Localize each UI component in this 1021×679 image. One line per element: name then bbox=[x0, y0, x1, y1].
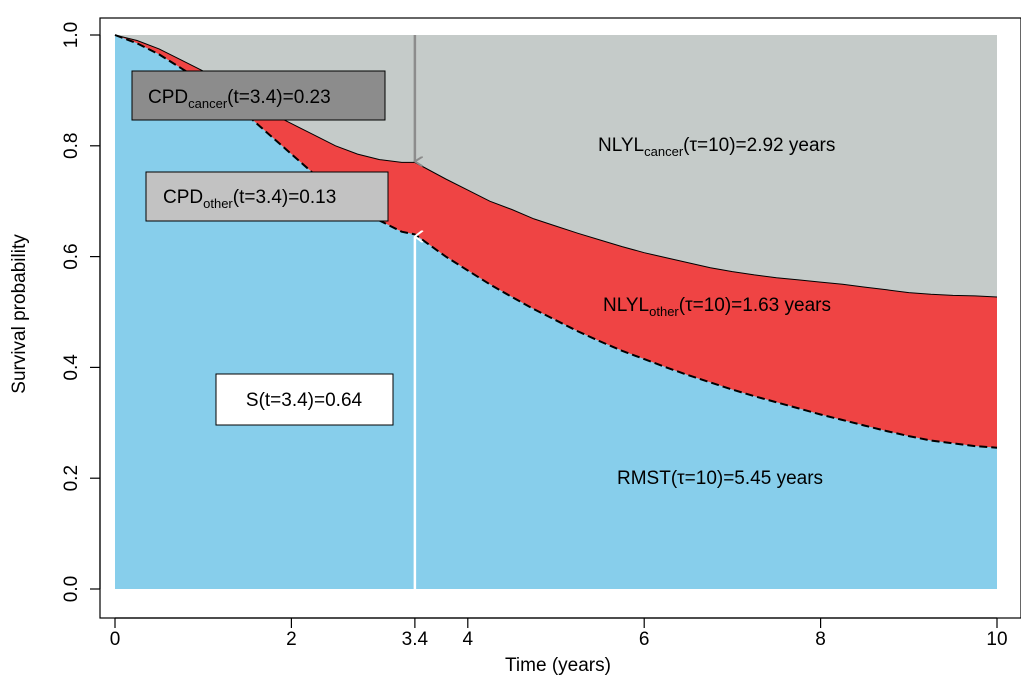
y-tick-label: 0.8 bbox=[61, 133, 82, 159]
overall-survival-curve bbox=[114, 34, 998, 449]
y-tick-label: 0.0 bbox=[61, 576, 82, 602]
cpd-cancer-text: CPDcancer(t=3.4)=0.23 bbox=[148, 87, 331, 111]
cpd-other-label: CPDother(t=3.4)=0.13 bbox=[145, 171, 389, 222]
plot-regions bbox=[114, 34, 998, 589]
y-axis-title: Survival probability bbox=[9, 234, 30, 394]
cpd-other-text: CPDother(t=3.4)=0.13 bbox=[163, 187, 336, 211]
middle-region bbox=[115, 35, 997, 448]
y-tick-label: 0.2 bbox=[61, 465, 82, 491]
x-tick-label: 8 bbox=[815, 629, 826, 650]
x-tick-label: 6 bbox=[639, 629, 650, 650]
y-tick-label: 1.0 bbox=[61, 22, 82, 48]
x-tick-label: 2 bbox=[286, 629, 297, 650]
lower-region bbox=[115, 35, 997, 589]
x-tick-label: 0 bbox=[110, 629, 121, 650]
x-tick-label: 10 bbox=[986, 629, 1007, 650]
x-axis-title: Time (years) bbox=[505, 655, 611, 676]
y-tick-label: 0.4 bbox=[61, 354, 82, 381]
x-tick-label: 4 bbox=[463, 629, 474, 650]
cpd-other-box bbox=[145, 171, 389, 222]
cpd-cancer-box bbox=[131, 70, 386, 121]
y-axis: 0.0 0.2 0.4 0.6 0.8 1.0 bbox=[61, 22, 101, 602]
nlyl-other-text: NLYLother(τ=10)=1.63 years bbox=[603, 295, 831, 319]
survival-box bbox=[215, 373, 394, 426]
survival-text: S(t=3.4)=0.64 bbox=[246, 390, 363, 411]
nlyl-cancer-text: NLYLcancer(τ=10)=2.92 years bbox=[598, 135, 835, 159]
x-tick-label: 3.4 bbox=[402, 629, 429, 650]
x-axis: 0 2 3.4 4 6 8 10 bbox=[110, 617, 1008, 650]
cpd-cancer-label: CPDcancer(t=3.4)=0.23 bbox=[131, 70, 386, 121]
rmst-text: RMST(τ=10)=5.45 years bbox=[617, 468, 823, 489]
survival-label: S(t=3.4)=0.64 bbox=[215, 373, 394, 426]
y-tick-label: 0.6 bbox=[61, 243, 82, 269]
